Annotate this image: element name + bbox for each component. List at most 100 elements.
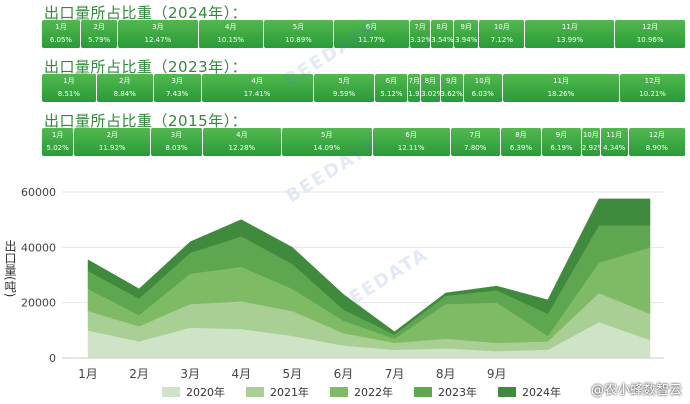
segment-percent: 9.59%	[332, 90, 356, 98]
segment-month: 9月	[460, 23, 472, 31]
share-segment: 11月 18.26%	[502, 74, 621, 102]
share-segment: 10月 7.12%	[479, 20, 526, 48]
stacked-area-chart: 0 20000 40000 60000 1月 2月 3月 4月 5月 6月 7月 8月 9月 出口量(吨)…	[3, 186, 664, 399]
segment-percent: 6.19%	[550, 144, 573, 152]
segment-percent: 12.47%	[144, 36, 172, 44]
share-segment: 2月 8.84%	[96, 74, 154, 102]
segment-month: 12月	[642, 23, 659, 31]
share-segment: 12月 10.96%	[615, 20, 686, 48]
segment-percent: 5.02%	[46, 144, 69, 152]
area-series	[87, 198, 651, 335]
share-segment: 5月 14.09%	[281, 128, 373, 156]
segment-percent: 6.03%	[471, 90, 494, 98]
segment-percent: 3.32%	[409, 36, 432, 44]
segment-percent: 10.21%	[639, 90, 666, 98]
share-segment: 12月 10.21%	[620, 74, 686, 102]
segment-month: 1月	[51, 131, 64, 139]
segment-month: 3月	[170, 131, 183, 139]
segment-month: 4月	[236, 131, 248, 139]
segment-percent: 18.26%	[547, 90, 575, 98]
x-tick-label: 1月	[78, 367, 98, 381]
segment-month: 2月	[106, 131, 118, 139]
legend-label: 2021年	[270, 385, 309, 399]
share-segment: 3月 7.43%	[153, 74, 202, 102]
segment-month: 11月	[561, 23, 578, 31]
segment-month: 10月	[493, 23, 510, 31]
share-segment: 3月 8.03%	[151, 128, 203, 156]
share-segment: 5月 9.59%	[313, 74, 376, 102]
segment-month: 10月	[582, 131, 599, 139]
share-bar-row: 1月 8.51% 2月 8.84% 3月 7.43% 4月 17.41% 5月 9.59% 6月 5.…	[42, 74, 686, 102]
segment-month: 7月	[408, 77, 420, 85]
share-segment: 9月 6.19%	[542, 128, 582, 156]
segment-percent: 17.41%	[243, 90, 271, 98]
share-segment: 7月 7.80%	[450, 128, 501, 156]
segment-month: 4月	[251, 77, 263, 85]
segment-percent: 5.79%	[87, 36, 111, 44]
x-tick-label: 7月	[385, 367, 405, 381]
x-tick-label: 3月	[180, 367, 200, 381]
legend-swatch	[330, 387, 348, 397]
segment-month: 3月	[152, 23, 164, 31]
segment-month: 2月	[119, 77, 131, 85]
share-segment: 2月 5.79%	[80, 20, 119, 48]
segment-percent: 10.89%	[285, 36, 312, 44]
share-segment: 4月 12.28%	[202, 128, 282, 156]
segment-month: 6月	[405, 131, 417, 139]
segment-percent: 3.02%	[421, 90, 439, 98]
share-segment: 8月 3.02%	[421, 74, 441, 102]
share-segment: 10月 2.92%	[581, 128, 601, 156]
y-tick-label: 60000	[21, 186, 56, 199]
segment-percent: 2.92%	[581, 144, 600, 152]
segment-percent: 3.54%	[431, 36, 454, 44]
share-segment: 9月 3.62%	[440, 74, 464, 102]
share-segment: 6月 5.12%	[375, 74, 409, 102]
segment-percent: 8.84%	[113, 90, 136, 98]
segment-percent: 11.77%	[358, 36, 385, 44]
segment-percent: 13.99%	[556, 36, 584, 44]
legend-label: 2020年	[186, 385, 225, 399]
segment-month: 11月	[606, 131, 623, 139]
share-segment: 3月 12.47%	[118, 20, 199, 48]
segment-percent: 6.05%	[49, 36, 73, 44]
x-tick-label: 4月	[231, 367, 251, 381]
share-segment: 7月 1.97%	[408, 74, 422, 102]
segment-percent: 8.03%	[165, 144, 188, 152]
segment-percent: 11.92%	[98, 144, 126, 152]
share-segment: 1月 5.02%	[42, 128, 75, 156]
segment-percent: 10.15%	[217, 36, 245, 44]
share-segment: 8月 6.39%	[500, 128, 543, 156]
segment-percent: 12.28%	[228, 144, 256, 152]
share-segment: 1月 8.51%	[42, 74, 97, 102]
share-segment: 1月 6.05%	[42, 20, 81, 48]
segment-month: 11月	[552, 77, 569, 85]
segment-percent: 5.12%	[380, 90, 403, 98]
x-tick-label: 6月	[334, 367, 354, 381]
share-segment: 12月 8.90%	[628, 128, 686, 156]
share-segment: 5月 10.89%	[263, 20, 335, 48]
y-tick-label: 0	[49, 352, 56, 365]
segment-percent: 10.96%	[636, 36, 664, 44]
segment-month: 9月	[555, 131, 568, 139]
segment-month: 9月	[445, 77, 458, 85]
legend-swatch	[498, 387, 516, 397]
segment-month: 1月	[55, 23, 67, 31]
x-tick-label: 2月	[129, 367, 149, 381]
segment-month: 6月	[385, 77, 398, 85]
legend-swatch	[414, 387, 432, 397]
share-bar-row: 1月 6.05% 2月 5.79% 3月 12.47% 4月 10.15% 5月 10.89% 6月…	[42, 20, 686, 48]
segment-month: 8月	[424, 77, 437, 85]
segment-percent: 8.51%	[57, 90, 81, 98]
share-segment: 2月 11.92%	[74, 128, 152, 156]
x-tick-label: 5月	[283, 367, 303, 381]
legend-label: 2022年	[354, 385, 393, 399]
y-tick-label: 40000	[21, 241, 56, 254]
segment-month: 8月	[515, 131, 527, 139]
share-segment: 6月 12.11%	[372, 128, 451, 156]
segment-percent: 3.94%	[455, 36, 478, 44]
share-segment: 9月 3.94%	[454, 20, 480, 48]
segment-percent: 7.12%	[490, 36, 513, 44]
segment-month: 3月	[171, 77, 183, 85]
segment-percent: 4.34%	[603, 144, 626, 152]
segment-percent: 14.09%	[313, 144, 341, 152]
